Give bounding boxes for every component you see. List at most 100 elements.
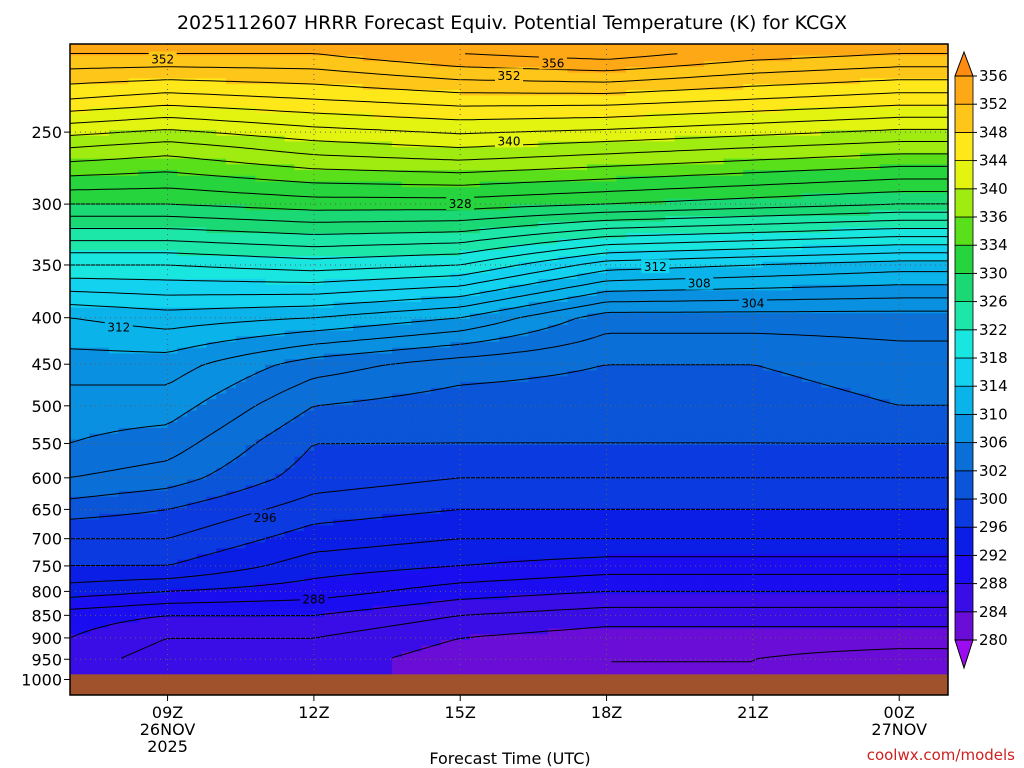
field-cell xyxy=(109,112,120,120)
field-cell xyxy=(694,301,705,309)
field-cell xyxy=(830,107,842,114)
field-cell xyxy=(616,164,627,171)
field-cell xyxy=(704,250,715,257)
field-cell xyxy=(382,359,393,366)
field-cell xyxy=(869,256,881,263)
field-cell xyxy=(401,261,413,269)
field-cell xyxy=(274,290,286,297)
field-cell xyxy=(352,296,364,303)
field-cell xyxy=(187,181,198,188)
field-cell xyxy=(743,187,754,194)
field-cell xyxy=(391,129,403,137)
field-cell xyxy=(177,175,188,183)
field-cell xyxy=(450,215,461,223)
field-cell xyxy=(255,170,266,177)
field-cell xyxy=(99,336,110,343)
field-cell xyxy=(430,353,442,360)
field-cell xyxy=(791,238,803,246)
field-cell xyxy=(704,290,715,297)
field-cell xyxy=(294,250,305,257)
field-cell xyxy=(821,353,832,360)
field-cell xyxy=(196,256,208,263)
field-cell xyxy=(548,204,559,211)
field-cell xyxy=(918,49,930,57)
field-cell xyxy=(489,49,500,57)
field-cell xyxy=(362,152,374,160)
field-cell xyxy=(79,135,91,143)
field-cell xyxy=(938,78,949,85)
field-cell xyxy=(499,290,510,297)
field-cell xyxy=(70,244,81,251)
field-cell xyxy=(840,267,852,274)
field-cell xyxy=(177,66,188,74)
field-cell xyxy=(430,112,442,120)
field-cell xyxy=(821,158,832,165)
field-cell xyxy=(684,296,695,303)
field-cell xyxy=(772,210,783,217)
field-cell xyxy=(118,359,130,366)
field-cell xyxy=(928,353,939,360)
field-cell xyxy=(430,238,442,246)
field-cell xyxy=(635,129,647,137)
field-cell xyxy=(509,55,520,62)
field-cell xyxy=(850,267,861,274)
field-cell xyxy=(606,118,617,125)
field-cell xyxy=(587,301,598,309)
field-cell xyxy=(79,227,91,234)
field-cell xyxy=(265,112,276,120)
field-cell xyxy=(762,313,773,320)
field-cell xyxy=(850,233,861,240)
field-cell xyxy=(557,107,569,114)
field-cell xyxy=(879,284,891,292)
field-cell xyxy=(889,336,900,343)
field-cell xyxy=(821,192,832,200)
field-cell xyxy=(89,244,100,251)
field-cell xyxy=(177,330,188,337)
field-cell xyxy=(860,112,871,120)
field-cell xyxy=(430,72,442,79)
field-cell xyxy=(138,359,149,366)
field-cell xyxy=(265,152,276,160)
field-cell xyxy=(528,341,539,349)
field-cell xyxy=(713,284,725,292)
field-cell xyxy=(343,61,354,68)
field-cell xyxy=(333,170,344,177)
field-cell xyxy=(596,158,608,165)
field-cell xyxy=(411,78,422,85)
field-cell xyxy=(538,95,549,102)
field-cell xyxy=(577,124,588,131)
field-cell xyxy=(635,290,647,297)
field-cell xyxy=(118,250,130,257)
field-cell xyxy=(499,313,510,320)
field-cell xyxy=(811,95,822,102)
field-cell xyxy=(938,273,949,280)
field-cell xyxy=(840,175,852,183)
field-cell xyxy=(265,296,276,303)
field-cell xyxy=(509,336,520,343)
field-cell xyxy=(674,107,686,114)
field-cell xyxy=(333,49,344,57)
field-cell xyxy=(343,124,354,131)
field-cell xyxy=(723,158,734,165)
field-cell xyxy=(665,221,676,228)
field-cell xyxy=(869,353,881,360)
field-cell xyxy=(616,244,627,251)
field-cell xyxy=(850,198,861,206)
field-cell xyxy=(528,78,539,85)
field-cell xyxy=(362,135,374,143)
field-cell xyxy=(479,301,491,309)
field-cell xyxy=(382,250,393,257)
field-cell xyxy=(235,359,247,366)
field-cell xyxy=(899,256,910,263)
field-cell xyxy=(489,198,500,206)
field-cell xyxy=(821,181,832,188)
field-cell xyxy=(304,284,315,292)
field-cell xyxy=(187,95,198,102)
field-cell xyxy=(938,290,949,297)
field-cell xyxy=(889,273,900,280)
field-cell xyxy=(596,181,608,188)
field-cell xyxy=(89,181,100,188)
field-cell xyxy=(157,66,169,74)
field-cell xyxy=(587,353,598,360)
field-cell xyxy=(157,330,169,337)
